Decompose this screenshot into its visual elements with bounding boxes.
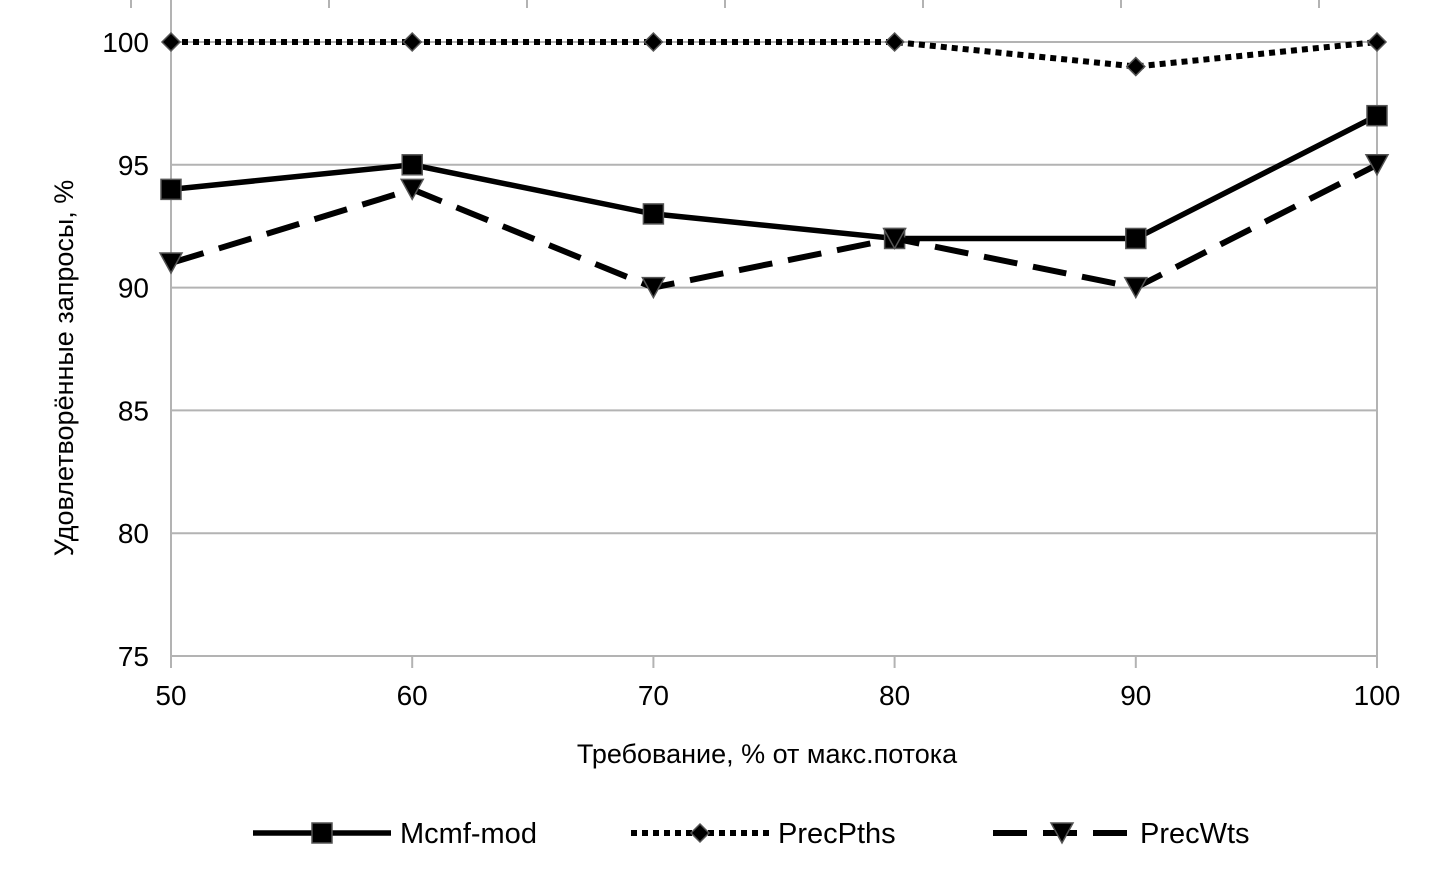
data-point-precpths bbox=[884, 31, 905, 53]
data-point-precpths bbox=[643, 31, 664, 53]
data-point-precwts bbox=[1364, 154, 1390, 177]
legend: Mcmf-mod PrecPths PrecWts bbox=[253, 818, 1250, 850]
data-point-precwts bbox=[399, 178, 425, 201]
y-tick-label: 80 bbox=[118, 518, 149, 549]
x-axis-ticks: 50 60 70 80 90 100 bbox=[155, 680, 1400, 711]
data-point-precwts bbox=[1123, 276, 1149, 300]
y-tick-label: 90 bbox=[118, 273, 149, 304]
data-point-precpths bbox=[402, 31, 423, 53]
series-group bbox=[158, 31, 1390, 300]
grid bbox=[130, 0, 1378, 668]
legend-marker-precpths bbox=[689, 822, 711, 844]
y-tick-label: 95 bbox=[118, 150, 149, 181]
data-point-mcmf-mod bbox=[1125, 227, 1147, 250]
x-tick-label: 90 bbox=[1120, 680, 1151, 711]
x-tick-label: 50 bbox=[155, 680, 186, 711]
x-tick-label: 100 bbox=[1354, 680, 1401, 711]
y-tick-label: 100 bbox=[102, 27, 149, 58]
data-point-mcmf-mod bbox=[160, 178, 182, 201]
series-line-mcmf-mod bbox=[170, 113, 1379, 242]
series-line-precpths bbox=[171, 39, 1378, 70]
y-tick-label: 75 bbox=[118, 641, 149, 672]
data-point-precwts bbox=[158, 252, 184, 275]
legend-label-precpths: PrecPths bbox=[778, 818, 896, 850]
y-axis-ticks: 75 80 85 90 95 100 bbox=[102, 27, 149, 672]
data-point-precwts bbox=[641, 276, 666, 300]
data-point-precpths bbox=[1125, 56, 1146, 77]
data-point-precwts bbox=[882, 227, 907, 251]
data-point-mcmf-mod bbox=[642, 203, 665, 225]
data-point-mcmf-mod bbox=[1366, 104, 1388, 127]
x-axis-title: Требование, % от макс.потока bbox=[577, 739, 958, 769]
legend-label-mcmf-mod: Mcmf-mod bbox=[400, 818, 537, 850]
series-line-precwts bbox=[170, 162, 1379, 291]
y-axis-title: Удовлетворённые запросы, % bbox=[49, 180, 79, 557]
data-point-mcmf-mod bbox=[401, 154, 423, 176]
legend-label-precwts: PrecWts bbox=[1140, 818, 1250, 850]
data-point-precpths bbox=[1366, 31, 1388, 53]
legend-marker-precwts bbox=[1049, 822, 1075, 845]
x-tick-label: 70 bbox=[638, 680, 669, 711]
x-tick-label: 60 bbox=[397, 680, 428, 711]
y-tick-label: 85 bbox=[118, 395, 149, 426]
legend-marker-mcmf-mod bbox=[311, 822, 333, 844]
x-tick-label: 80 bbox=[879, 680, 910, 711]
data-point-precpths bbox=[160, 31, 182, 53]
